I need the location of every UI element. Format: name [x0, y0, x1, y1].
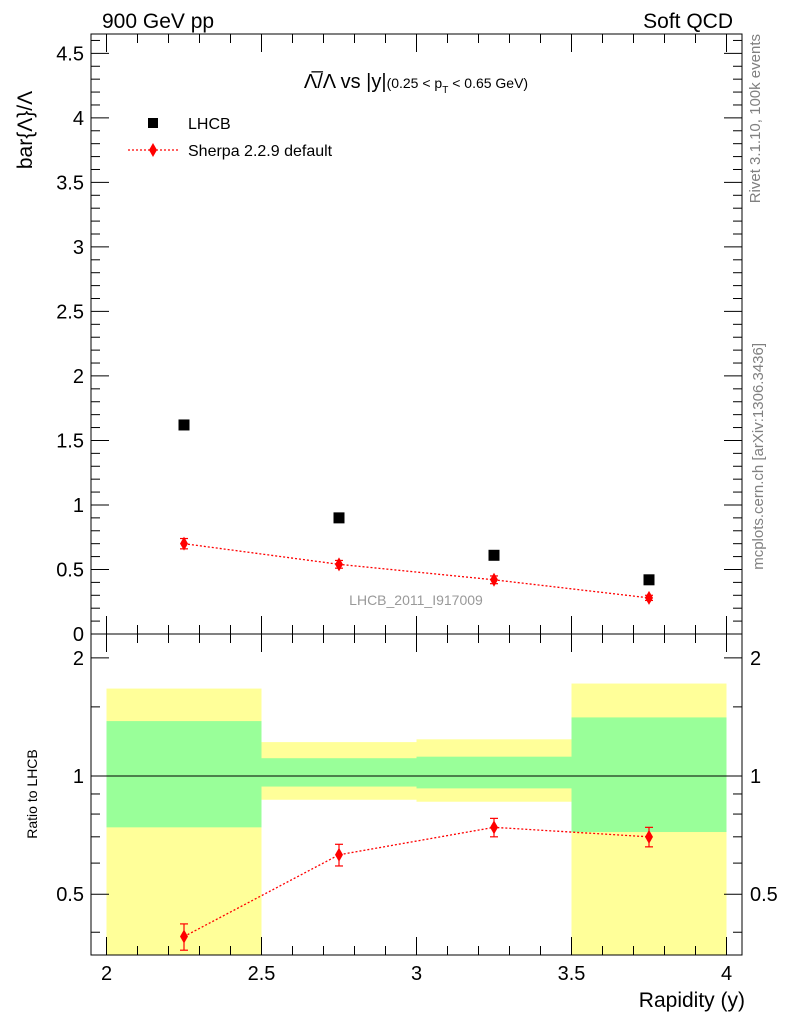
main-ytick-label: 4 — [73, 108, 84, 130]
ratio-sherpa-point — [645, 829, 653, 844]
title-cut-suffix: < 0.65 GeV) — [448, 75, 528, 91]
ratio-xtick-label: 3.5 — [558, 963, 586, 985]
ratio-ticks: 0.5 0.5 1 1 2 2 2 2.5 3 3.5 4 — [56, 634, 778, 985]
ratio-xtick-label: 3 — [411, 963, 422, 985]
title-cut-prefix: (0.25 < p — [387, 75, 443, 91]
main-ylabel: bar{Λ}/Λ — [14, 91, 37, 169]
lhcb-point — [333, 512, 345, 524]
ratio-sherpa-point — [490, 820, 498, 835]
main-ytick-label: 3 — [73, 237, 84, 259]
ratio-ytick-label-right: 2 — [750, 648, 761, 670]
title-main: Λ̅/Λ vs |y| — [304, 70, 387, 93]
title-cut-sub: T — [442, 85, 448, 96]
legend-marker-lhcb — [148, 118, 158, 128]
header-left: 900 GeV pp — [102, 10, 214, 33]
ratio-panel: 0.5 0.5 1 1 2 2 2 2.5 3 3.5 4 Ratio to LHCB Rapidi… — [24, 633, 778, 1012]
main-marks — [178, 419, 655, 605]
rivet-label: Rivet 3.1.10, 100k events — [747, 34, 764, 203]
ratio-marks — [180, 817, 653, 951]
lhcb-point — [643, 574, 655, 586]
main-ytick-label: 0.5 — [56, 559, 84, 581]
ratio-band-green — [106, 721, 262, 828]
ratio-ylabel: Ratio to LHCB — [24, 749, 40, 838]
ratio-ytick-label: 1 — [73, 766, 84, 788]
main-ticks: 0 0.5 1 1.5 2 2.5 3 3.5 4 4.5 — [56, 34, 742, 646]
x-axis-label: Rapidity (y) — [639, 989, 745, 1012]
header-right: Soft QCD — [643, 10, 733, 33]
sherpa-line — [183, 543, 650, 599]
lhcb-point — [488, 549, 500, 561]
main-ytick-label: 3.5 — [56, 172, 84, 194]
legend-label-sherpa: Sherpa 2.2.9 default — [188, 143, 333, 160]
legend-marker-sherpa — [149, 143, 157, 157]
main-ytick-label: 1.5 — [56, 430, 84, 452]
main-ytick-label: 0 — [73, 624, 84, 646]
sherpa-point — [335, 557, 343, 572]
ratio-xtick-label: 2.5 — [248, 963, 276, 985]
legend: LHCB Sherpa 2.2.9 default — [128, 116, 333, 160]
main-title: Λ̅/Λ vs |y|(0.25 < pT < 0.65 GeV) — [304, 70, 528, 96]
legend-label-lhcb: LHCB — [188, 116, 231, 133]
sherpa-point — [490, 572, 498, 587]
ratio-ytick-label: 2 — [73, 648, 84, 670]
ratio-ytick-label: 0.5 — [56, 884, 84, 906]
ratio-sherpa-point — [180, 929, 188, 944]
main-ytick-label: 2.5 — [56, 301, 84, 323]
ratio-band-green — [261, 758, 417, 787]
main-ytick-label: 2 — [73, 366, 84, 388]
mcplots-label: mcplots.cern.ch [arXiv:1306.3436] — [750, 343, 767, 570]
ratio-sherpa-point — [335, 847, 343, 862]
ratio-band-green — [571, 717, 727, 833]
sherpa-point — [180, 536, 188, 551]
ratio-bands — [106, 683, 727, 955]
ratio-sherpa-line — [183, 826, 650, 938]
watermark: LHCB_2011_I917009 — [349, 592, 483, 608]
sherpa-point — [645, 590, 653, 605]
ratio-band-green — [416, 756, 572, 789]
main-panel: 0 0.5 1 1.5 2 2.5 3 3.5 4 4.5 bar{Λ}/Λ Λ̅/Λ vs |y… — [14, 33, 743, 646]
ratio-xtick-label: 2 — [101, 963, 112, 985]
ratio-xtick-label: 4 — [721, 963, 732, 985]
main-ytick-label: 4.5 — [56, 43, 84, 65]
ratio-ytick-label-right: 0.5 — [750, 884, 778, 906]
lhcb-point — [178, 419, 190, 431]
ratio-ytick-label-right: 1 — [750, 766, 761, 788]
main-ytick-label: 1 — [73, 495, 84, 517]
